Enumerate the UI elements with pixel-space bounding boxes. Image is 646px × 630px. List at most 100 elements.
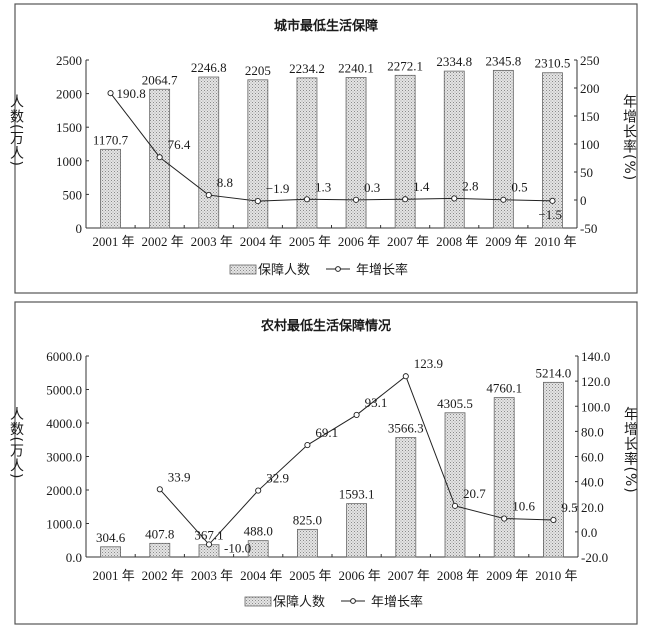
y2-tick-label: 0 [580, 193, 587, 208]
chart-title: 城市最低生活保障 [274, 18, 378, 34]
y2-tick-label: 140.0 [581, 349, 610, 364]
growth-point [304, 442, 311, 449]
y2-tick-label: -20.0 [581, 550, 608, 565]
bar [543, 381, 564, 558]
growth-point [501, 515, 508, 522]
bar-label: 2064.7 [142, 72, 178, 87]
x-tick-label: 2008 年 [437, 568, 479, 583]
y2-tick-label: 100 [580, 137, 600, 152]
x-tick-label: 2001 年 [92, 234, 134, 249]
bar [100, 148, 121, 229]
x-tick-label: 2002 年 [142, 234, 184, 249]
growth-point [303, 196, 311, 203]
growth-point [107, 90, 114, 97]
growth-label: 123.9 [414, 356, 443, 371]
growth-point [156, 154, 163, 161]
y2-tick-label: 80.0 [581, 424, 604, 439]
y-tick-label: 1500 [56, 120, 82, 135]
bar [198, 76, 220, 229]
y2-tick-label: 200 [580, 81, 600, 96]
y-tick-label: 4000.0 [46, 416, 82, 431]
growth-label: 93.1 [365, 395, 388, 410]
x-tick-label: 2003 年 [191, 568, 233, 583]
growth-line [110, 92, 553, 202]
bar-label: 2246.8 [191, 60, 227, 75]
y2-tick-label: 40.0 [581, 475, 604, 490]
growth-point [352, 196, 360, 203]
growth-label: 1.4 [413, 179, 430, 194]
bar-label: 1170.7 [93, 132, 129, 147]
growth-label: -10.0 [224, 540, 251, 555]
growth-point [550, 516, 557, 523]
y-tick-label: 2500 [56, 53, 82, 68]
y-tick-label: 2000 [56, 87, 82, 102]
x-tick-label: 2007 年 [388, 568, 430, 583]
y-tick-label: 1000.0 [46, 517, 82, 532]
x-tick-label: 2010 年 [534, 234, 576, 249]
growth-point [549, 197, 556, 204]
bar-label: 2240.1 [338, 60, 374, 75]
y-tick-label: 3000.0 [46, 450, 82, 465]
growth-label: 8.8 [217, 175, 233, 190]
y-axis-label: 人数(万人) [8, 407, 24, 480]
y-tick-label: 1000 [56, 154, 82, 169]
x-tick-label: 2001 年 [92, 568, 134, 583]
x-tick-label: 2004 年 [240, 568, 282, 583]
growth-label: 2.8 [462, 178, 478, 193]
x-tick-label: 2005 年 [289, 568, 331, 583]
bar-label: 4760.1 [486, 381, 522, 396]
bar-label: 2234.2 [289, 61, 325, 76]
x-tick-label: 2008 年 [436, 234, 478, 249]
y-tick-label: 2000.0 [46, 483, 82, 498]
bar-label: 5214.0 [536, 365, 572, 380]
growth-label: 69.1 [315, 425, 338, 440]
bar [296, 77, 318, 229]
y-tick-label: 5000.0 [46, 383, 82, 398]
y2-tick-label: -50 [580, 221, 597, 236]
chart-frame [14, 3, 638, 294]
growth-label: 32.9 [266, 471, 289, 486]
chart-frame [14, 301, 638, 625]
growth-label: 33.9 [168, 469, 191, 484]
bar [247, 540, 269, 558]
x-tick-label: 2003 年 [191, 234, 233, 249]
bar [444, 412, 466, 558]
bar-label: 2334.8 [436, 54, 472, 69]
bar-label: 3566.3 [388, 421, 424, 436]
growth-point [156, 486, 163, 493]
bar-label: 4305.5 [437, 396, 473, 411]
bar [100, 546, 121, 558]
x-tick-label: 2009 年 [485, 234, 527, 249]
growth-label: 1.3 [315, 179, 331, 194]
bar-label: 825.0 [293, 512, 322, 527]
y2-axis-label: 年增长率(%) [622, 407, 638, 494]
bar [149, 542, 171, 558]
legend-line-label: 年增长率 [371, 594, 423, 610]
y2-tick-label: 120.0 [581, 374, 610, 389]
growth-point [205, 541, 213, 548]
legend-line-label: 年增长率 [356, 262, 408, 278]
legend-bar-swatch [229, 264, 257, 275]
bar-label: 2272.1 [387, 58, 423, 73]
growth-label: 0.5 [511, 180, 527, 195]
growth-label: 190.8 [117, 86, 146, 101]
y-tick-label: 0.0 [66, 550, 82, 565]
bar [346, 503, 368, 558]
bar [345, 77, 367, 229]
growth-point [451, 502, 459, 509]
bar-label: 2310.5 [535, 56, 571, 71]
bar [542, 72, 563, 229]
x-tick-label: 2010 年 [535, 568, 577, 583]
growth-label: 76.4 [168, 137, 191, 152]
y2-tick-label: 150 [580, 109, 600, 124]
legend-bar-label: 保障人数 [273, 595, 325, 610]
bar [443, 70, 465, 229]
x-tick-label: 2007 年 [387, 234, 429, 249]
growth-label: −1.5 [538, 207, 562, 222]
y-axis-label: 人数(万人) [8, 94, 24, 167]
bar-label: 304.6 [96, 530, 126, 545]
bar-label: 367.1 [194, 528, 223, 543]
growth-point [402, 196, 409, 203]
bar [492, 69, 514, 229]
